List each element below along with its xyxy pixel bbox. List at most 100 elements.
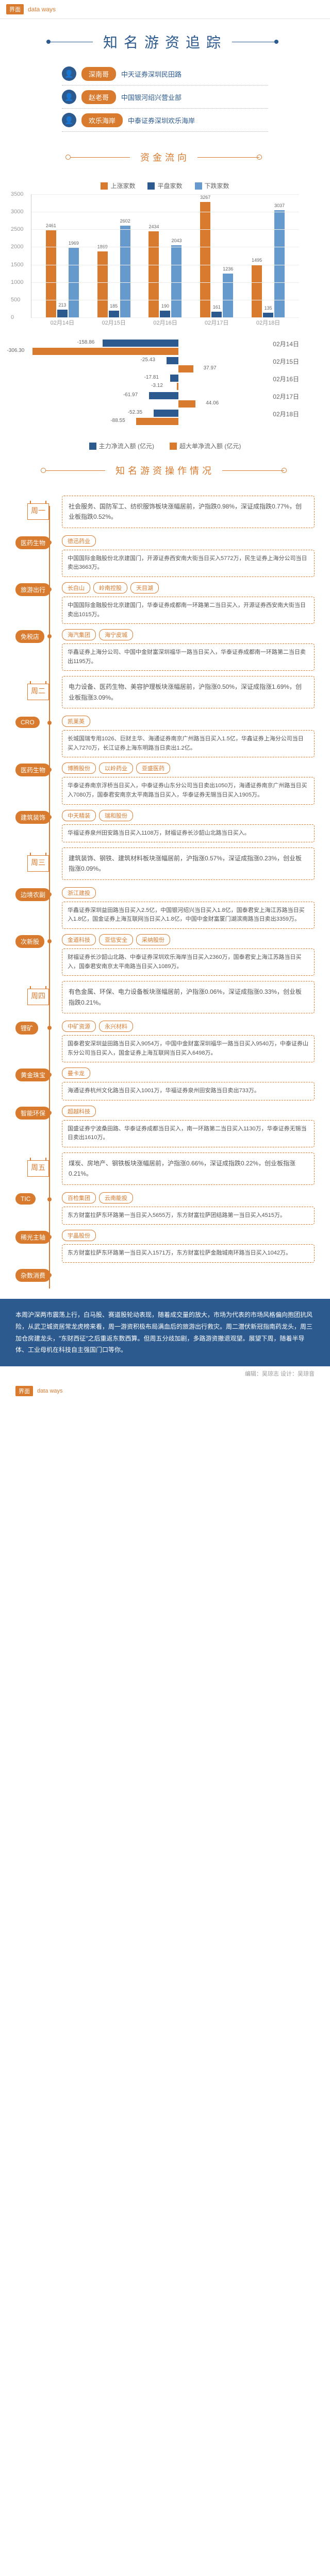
- section-header-flow: 资金流向: [0, 142, 330, 172]
- node-text-box: 华鑫证券上海分公司、中国中金财富深圳福华一路当日买入，华泰证券成都南一环路第二当…: [62, 643, 315, 671]
- role-name: 深南哥: [81, 67, 116, 81]
- bar-value: 2043: [171, 238, 182, 243]
- node-main-tag: 边境农副: [15, 888, 51, 901]
- role-row: 👤 欢乐海岸 中泰证券深圳欢乐海岸: [62, 109, 268, 132]
- sub-tag: 百检集团: [62, 1192, 96, 1204]
- sub-tag: 浙江建投: [62, 887, 96, 899]
- node-main-tag: 建筑装饰: [15, 811, 51, 824]
- sub-tags: 宇晶股份: [62, 1230, 315, 1241]
- legend-label: 下跌家数: [205, 181, 229, 190]
- sub-tag: 凯莱英: [62, 716, 90, 727]
- person-icon: 👤: [62, 113, 76, 127]
- sub-tags: 海汽集团海宁皮城: [62, 629, 315, 640]
- timeline-dot-icon: [47, 1273, 52, 1277]
- sub-tag: 岭南控股: [93, 582, 127, 594]
- timeline-node: 医药生物 博腾股份以岭药业亚盛医药华泰证券南京浮桥当日买入，中泰证券山东分公司当…: [62, 762, 315, 804]
- bar-group: 1495135303702月18日: [252, 210, 285, 317]
- hbar-date: 02月18日: [273, 410, 299, 418]
- day-label: 周四: [27, 985, 49, 1009]
- timeline-node: TIC 百检集团云南能投东方财富拉萨东环路第一当日买入5655万，东方财富拉萨团…: [62, 1192, 315, 1225]
- roles-list: 👤 深南哥 中天证券深圳民田路👤 赵老哥 中国银河绍兴营业部👤 欢乐海岸 中泰证…: [0, 62, 330, 142]
- hbar-date: 02月15日: [273, 357, 299, 366]
- node-main-tag: 智能环保: [15, 1107, 51, 1120]
- day-summary-block: 周五煤炭、房地产、钢铁板块涨幅居前，沪指涨0.66%，深证成指跌0.22%，创业…: [62, 1153, 315, 1185]
- bar-value: 2434: [148, 224, 159, 229]
- hbar-date: 02月14日: [273, 340, 299, 348]
- legend-swatch: [170, 443, 177, 450]
- day-label: 周二: [27, 680, 49, 704]
- legend-item: 超大单净流入额 (亿元): [170, 442, 241, 450]
- day-label: 周五: [27, 1156, 49, 1181]
- hbar-value: -88.55: [110, 418, 125, 423]
- hbar-chart: -158.86-306.3002月14日-25.4337.9702月15日-17…: [0, 323, 330, 436]
- sub-tag: 海宁皮城: [99, 629, 133, 640]
- node-main-tag: 稀光主轴: [15, 1231, 51, 1244]
- bar-value: 1236: [223, 266, 233, 272]
- node-main-tag: 医药生物: [15, 764, 51, 776]
- sub-tags: 浙江建投: [62, 887, 315, 899]
- bar-chart: 2461213196902月14日1869185260202月15日243419…: [31, 194, 299, 318]
- hbar-value: -3.12: [151, 383, 163, 388]
- section-title: 资金流向: [140, 150, 190, 164]
- y-axis-label: 500: [11, 297, 20, 303]
- timeline-dot-icon: [47, 1235, 52, 1239]
- bar-value: 213: [58, 302, 66, 308]
- bar-value: 3037: [274, 203, 285, 208]
- node-text-box: 中国国际金融股份北京建国门，开源证券西安南大街当日买入5772万，民生证券上海分…: [62, 550, 315, 577]
- timeline-node: 黄金珠宝 曼卡龙海通证券杭州文化路当日买入1001万，华福证券泉州田安路当日卖出…: [62, 1067, 315, 1100]
- logo-box: 界面: [15, 1386, 33, 1396]
- day-label: 周一: [27, 499, 49, 524]
- timeline-node: 医药生物 德迅药业中国国际金融股份北京建国门，开源证券西安南大街当日买入5772…: [62, 535, 315, 577]
- bar: 2461: [46, 230, 56, 317]
- node-text-box: 华鑫证券深圳益田路当日买入2.5亿，中国银河绍兴当日买入1.8亿，国泰君安上海江…: [62, 902, 315, 929]
- bar: 2043: [171, 245, 182, 317]
- bar: 185: [109, 311, 119, 317]
- role-name: 赵老哥: [81, 90, 116, 104]
- title-section: 知名游资追踪: [0, 19, 330, 62]
- x-axis-label: 02月17日: [205, 318, 228, 327]
- y-axis-label: 3000: [11, 209, 23, 215]
- bar-group: 2461213196902月14日: [46, 230, 79, 317]
- timeline-node: 锂矿 中矿资源永兴材料国泰君安深圳益田路当日买入9054万，中国中金财富深圳福华…: [62, 1021, 315, 1062]
- sub-tag: 中矿资源: [62, 1021, 96, 1032]
- hbar-segment: -158.86: [103, 340, 178, 347]
- node-text-box: 东方财富拉萨东环路第一当日买入5655万，东方财富拉萨团结路第一当日买入4515…: [62, 1207, 315, 1225]
- header: 界面 data ways: [0, 0, 330, 19]
- hbar-value: -306.30: [7, 348, 24, 353]
- node-main-tag: CRO: [15, 717, 40, 728]
- person-icon: 👤: [62, 66, 76, 81]
- timeline-node: 稀光主轴 宇晶股份东方财富拉萨东环路第一当日买入1571万，东方财富拉萨金融城南…: [62, 1230, 315, 1263]
- y-axis-label: 2500: [11, 226, 23, 232]
- timeline-node: 免税店 海汽集团海宁皮城华鑫证券上海分公司、中国中金财富深圳福华一路当日买入，华…: [62, 629, 315, 671]
- logo-sub: data ways: [37, 1388, 63, 1394]
- timeline-dot-icon: [47, 1073, 52, 1077]
- timeline-node: CRO 凯莱英长城国瑞专用1026、巨财主华、海通证券南京广州路当日买入1.5亿…: [62, 716, 315, 757]
- sub-tag: 天目湖: [130, 582, 159, 594]
- hbar-segment: -306.30: [32, 348, 178, 355]
- hbar-segment: -17.81: [170, 375, 178, 382]
- y-axis-label: 1500: [11, 262, 23, 268]
- timeline-node: 杂数消费: [62, 1268, 315, 1283]
- main-title: 知名游资追踪: [103, 31, 227, 52]
- legend-label: 平盘家数: [157, 181, 182, 190]
- hbar-value: -25.43: [141, 357, 155, 363]
- timeline-dot-icon: [47, 1026, 52, 1030]
- sub-tag: 中天精装: [62, 810, 96, 821]
- bar: 161: [211, 312, 222, 317]
- role-row: 👤 赵老哥 中国银河绍兴营业部: [62, 86, 268, 109]
- sub-tag: 德迅药业: [62, 535, 96, 547]
- legend-swatch: [89, 443, 96, 450]
- logo-sub: data ways: [28, 6, 56, 13]
- legend-item: 上涨家数: [101, 181, 135, 190]
- hbar-segment: -52.35: [154, 410, 178, 417]
- role-desc: 中国银河绍兴营业部: [121, 92, 182, 102]
- logo: 界面 data ways: [6, 4, 56, 14]
- hbar-row: -17.81-3.1202月16日: [31, 374, 299, 391]
- footer: 本周沪深两市震荡上行，白马股、赛道股轮动表现，随着成交量的放大，市场为代表的市场…: [0, 1299, 330, 1366]
- timeline-dot-icon: [47, 540, 52, 545]
- sub-tag: 超越科技: [62, 1106, 96, 1117]
- node-main-tag: 免税店: [15, 630, 44, 643]
- hbar-segment: 44.06: [178, 400, 195, 408]
- sub-tags: 中天精装瑞和股份: [62, 810, 315, 821]
- legend-label: 主力净流入额 (亿元): [99, 442, 154, 450]
